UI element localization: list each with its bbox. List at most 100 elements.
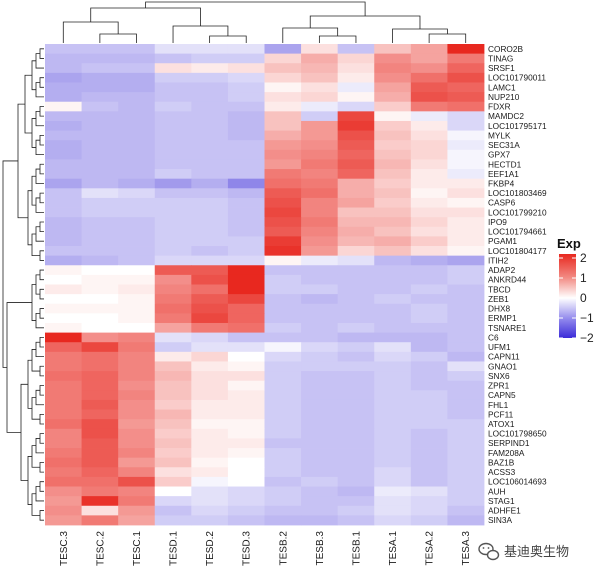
heatmap-cell — [447, 188, 485, 199]
color-legend: Exp 2 1 0 −1 −2 — [557, 236, 594, 345]
heatmap-cell — [191, 44, 229, 55]
dendrogram-link — [318, 35, 357, 43]
heatmap-cell — [301, 390, 339, 401]
heatmap-cell — [154, 159, 192, 170]
heatmap-cell — [337, 467, 375, 478]
heatmap-cell — [45, 284, 82, 295]
legend-tick-label: −2 — [580, 331, 594, 345]
heatmap-cell — [191, 322, 229, 333]
dendrogram-link — [39, 269, 44, 281]
dendrogram-link — [27, 190, 32, 246]
heatmap-cell — [227, 361, 265, 372]
heatmap-cell — [118, 428, 156, 439]
heatmap-cell — [227, 457, 265, 468]
heatmap-cell — [301, 505, 339, 516]
heatmap-cell — [227, 342, 265, 353]
heatmap-cell — [118, 149, 156, 160]
heatmap-cell — [81, 111, 119, 122]
heatmap-cell — [154, 380, 192, 391]
heatmap-cell — [447, 236, 485, 247]
heatmap-cell — [118, 140, 156, 151]
heatmap-cell — [118, 448, 156, 459]
heatmap-cell — [191, 380, 229, 391]
heatmap-cell — [447, 371, 485, 382]
heatmap-cell — [118, 44, 156, 55]
heatmap-cell — [45, 294, 82, 305]
heatmap-cell — [374, 207, 412, 218]
heatmap-cell — [374, 63, 412, 74]
heatmap-cell — [374, 467, 412, 478]
dendrogram-link — [392, 28, 448, 43]
heatmap-cell — [447, 217, 485, 228]
heatmap-cell — [264, 72, 302, 83]
dendrogram-link — [2, 160, 18, 368]
heatmap-cell — [374, 515, 412, 526]
heatmap-cell — [81, 44, 119, 55]
heatmap-cell — [337, 274, 375, 285]
heatmap-cell — [264, 255, 302, 266]
heatmap-cell — [301, 207, 339, 218]
heatmap-cell — [410, 101, 448, 112]
heatmap-cell — [410, 197, 448, 208]
heatmap-cell — [264, 409, 302, 420]
dendrogram-link — [39, 48, 44, 59]
heatmap-cell — [227, 63, 265, 74]
heatmap-cell — [45, 448, 82, 459]
heatmap-cell — [154, 120, 192, 131]
heatmap-cell — [410, 140, 448, 151]
row-label: ZPR1 — [488, 381, 510, 391]
heatmap-cell — [45, 351, 82, 362]
column-label: TESB.2 — [278, 531, 289, 566]
heatmap-cell — [301, 322, 339, 333]
heatmap-cell — [81, 149, 119, 160]
heatmap-cell — [337, 313, 375, 324]
dendrogram-link — [209, 35, 247, 43]
heatmap-cell — [81, 399, 119, 410]
heatmap-cell — [447, 322, 485, 333]
heatmap-cell — [447, 92, 485, 103]
heatmap-cell — [227, 130, 265, 141]
heatmap-cell — [118, 246, 156, 257]
heatmap-cell — [118, 303, 156, 314]
heatmap-cell — [374, 409, 412, 420]
heatmap-cell — [81, 92, 119, 103]
heatmap-cell — [118, 159, 156, 170]
heatmap-cell — [154, 226, 192, 237]
heatmap-cell — [45, 63, 82, 74]
heatmap-cell — [118, 236, 156, 247]
heatmap-cell — [81, 371, 119, 382]
heatmap-cell — [264, 380, 302, 391]
column-label: TESB.1 — [351, 531, 362, 566]
heatmap-cell — [154, 399, 192, 410]
column-label: TESD.2 — [205, 531, 216, 566]
heatmap-cell — [154, 409, 192, 420]
heatmap-cell — [81, 207, 119, 218]
dendrogram-link — [24, 74, 32, 134]
heatmap-cell — [301, 82, 339, 93]
heatmap-cell — [301, 63, 339, 74]
heatmap-cell — [227, 207, 265, 218]
heatmap-cell — [227, 226, 265, 237]
heatmap-cell — [118, 390, 156, 401]
heatmap-cell — [81, 197, 119, 208]
heatmap-cell — [337, 101, 375, 112]
heatmap-cell — [264, 476, 302, 487]
heatmap-cell — [227, 505, 265, 516]
heatmap-cell — [45, 149, 82, 160]
heatmap-cell — [227, 246, 265, 257]
heatmap-cell — [227, 149, 265, 160]
heatmap-cell — [81, 351, 119, 362]
heatmap-cell — [447, 496, 485, 507]
heatmap-cell — [154, 72, 192, 83]
heatmap-cell — [410, 409, 448, 420]
heatmap-cell — [191, 496, 229, 507]
heatmap-cell — [118, 217, 156, 228]
heatmap-cell — [81, 313, 119, 324]
heatmap-cell — [81, 390, 119, 401]
dendrogram-link — [172, 25, 229, 43]
heatmap-cell — [410, 120, 448, 131]
heatmap-cell — [301, 92, 339, 103]
heatmap-cell — [191, 63, 229, 74]
heatmap-cell — [410, 217, 448, 228]
